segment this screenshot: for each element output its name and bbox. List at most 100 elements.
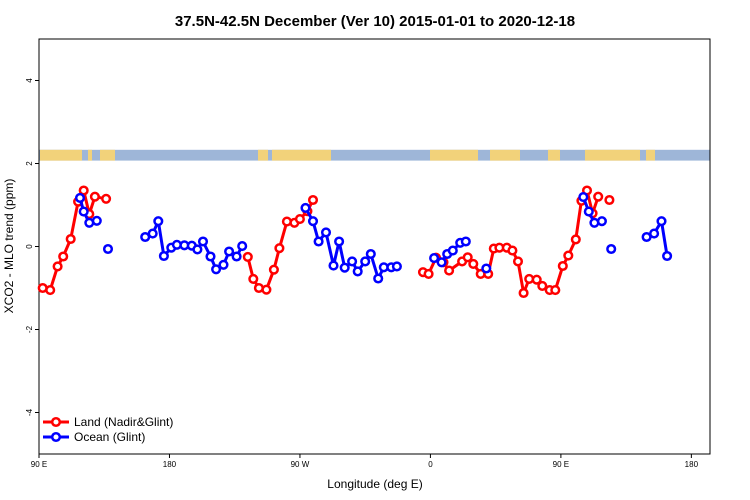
data-point-0-2-22: [563, 250, 574, 261]
y-tick-label-3: 2: [25, 161, 34, 166]
data-point-0-2-1: [423, 268, 434, 279]
data-point-1-3-10: [365, 248, 376, 260]
series-ocean: [74, 192, 673, 284]
data-point-0-2-13: [507, 245, 518, 256]
data-point-0-0-9: [101, 193, 112, 204]
data-point-1-8-1: [649, 228, 660, 239]
map-band-ocean: [39, 149, 710, 161]
x-axis: 90 E 180 90 W 0 90 E 180: [31, 454, 699, 469]
data-point-1-2-3: [158, 250, 169, 262]
series-line-0-2: [422, 189, 600, 295]
data-point-1-2-8: [192, 244, 203, 255]
data-point-0-2-7: [468, 258, 479, 269]
data-point-0-0-6: [78, 185, 89, 196]
data-point-0-2-4: [444, 265, 455, 276]
data-point-0-2-18: [537, 280, 548, 291]
legend-label-land: Land (Nadir&Glint): [74, 415, 173, 429]
map-band-land-0: [40, 149, 82, 161]
data-point-1-8-3: [662, 250, 673, 262]
map-band-land-9: [646, 149, 655, 161]
data-point-1-5-0: [481, 263, 492, 274]
x-tick-label-3: 0: [428, 460, 433, 469]
legend-marker-land: [50, 416, 62, 428]
series-line-0-0: [42, 189, 107, 292]
data-point-0-1-8: [294, 214, 305, 225]
data-point-1-3-11: [373, 273, 384, 284]
data-point-0-1-3: [261, 284, 272, 295]
data-point-1-6-1: [583, 206, 594, 217]
y-tick-label-2: 0: [25, 244, 34, 249]
y-tick-label-4: 4: [25, 78, 34, 83]
map-band-land-5: [430, 149, 478, 161]
data-point-1-3-3: [320, 227, 332, 238]
data-point-1-2-13: [224, 246, 235, 257]
data-point-0-2-17: [531, 274, 542, 285]
legend-label-ocean: Ocean (Glint): [74, 430, 145, 444]
data-point-1-0-3: [91, 215, 102, 226]
data-point-1-4-5: [460, 236, 471, 247]
map-band-land-1: [88, 149, 92, 161]
y-axis: -4 -2 0 2 4: [25, 78, 39, 416]
data-point-1-3-4: [328, 260, 339, 271]
data-point-1-2-2: [153, 216, 164, 227]
series-land: [37, 185, 615, 299]
x-axis-label: Longitude (deg E): [327, 477, 422, 491]
data-point-1-2-11: [211, 264, 222, 275]
data-point-0-1-0: [242, 251, 253, 262]
world-map-band: [39, 149, 710, 161]
x-tick-label-5: 180: [685, 460, 699, 469]
chart-title: 37.5N-42.5N December (Ver 10) 2015-01-01…: [175, 13, 575, 30]
data-point-0-2-21: [557, 260, 568, 272]
data-point-1-3-7: [347, 256, 358, 267]
data-point-1-3-14: [391, 261, 402, 272]
data-point-1-2-14: [231, 251, 242, 262]
data-point-1-4-1: [436, 257, 447, 268]
data-point-0-2-6: [462, 252, 473, 263]
data-point-1-3-8: [352, 266, 363, 277]
data-point-1-3-2: [313, 236, 324, 247]
y-axis-label: XCO2 - MLO trend (ppm): [2, 179, 16, 314]
data-point-0-2-23: [570, 234, 581, 245]
data-point-1-2-15: [237, 241, 248, 252]
data-point-1-2-10: [205, 251, 216, 262]
x-tick-label-0: 90 E: [31, 460, 47, 469]
data-point-1-3-6: [339, 262, 350, 273]
data-point-0-0-3: [58, 251, 69, 262]
y-tick-label-0: -4: [25, 408, 34, 416]
data-point-1-2-1: [147, 228, 158, 239]
y-tick-label-1: -2: [25, 325, 34, 333]
data-point-0-1-4: [268, 264, 279, 275]
series-layer: [37, 185, 673, 299]
map-band-land-8: [585, 149, 640, 161]
map-band-land-6: [490, 149, 520, 161]
data-point-0-2-27: [593, 191, 604, 202]
data-point-0-0-8: [89, 191, 100, 202]
data-point-1-6-3: [596, 216, 607, 227]
data-point-0-0-4: [65, 233, 76, 245]
data-point-0-1-10: [307, 194, 319, 206]
x-tick-label-4: 90 E: [553, 460, 569, 469]
legend: Land (Nadir&Glint) Ocean (Glint): [43, 415, 173, 444]
data-point-1-7-0: [606, 243, 617, 255]
data-point-1-3-5: [334, 236, 345, 247]
data-point-1-3-0: [300, 202, 311, 213]
data-point-1-4-3: [447, 245, 458, 256]
data-point-1-1-0: [102, 243, 114, 255]
data-point-0-0-1: [45, 285, 56, 296]
x-tick-label-2: 90 W: [291, 460, 310, 469]
data-point-0-3-0: [604, 194, 615, 206]
map-band-land-2: [100, 149, 115, 161]
data-point-1-2-9: [197, 236, 209, 247]
map-band-land-7: [548, 149, 560, 161]
data-point-0-1-5: [274, 243, 285, 254]
data-point-1-0-1: [78, 206, 89, 217]
data-point-1-0-0: [74, 192, 86, 203]
data-point-0-0-2: [52, 261, 63, 272]
map-band-land-3: [258, 149, 268, 161]
data-point-0-1-1: [248, 273, 259, 284]
data-point-1-3-9: [360, 256, 371, 267]
map-band-land-4: [272, 149, 331, 161]
data-point-1-4-0: [429, 253, 440, 264]
data-point-0-2-14: [512, 256, 524, 267]
